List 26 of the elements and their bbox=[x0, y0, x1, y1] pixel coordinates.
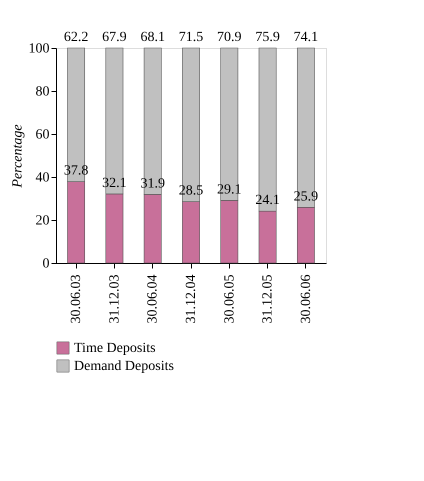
data-label: 71.5 bbox=[178, 30, 204, 45]
legend-label: Demand Deposits bbox=[74, 359, 174, 374]
data-label: 31.9 bbox=[140, 176, 165, 192]
x-tick-label: 31.12.03 bbox=[107, 274, 122, 324]
data-label: 74.1 bbox=[294, 30, 318, 45]
y-tick-label: 40 bbox=[36, 170, 50, 186]
y-tick-label: 100 bbox=[28, 42, 50, 56]
y-axis-title: Percentage bbox=[10, 124, 26, 189]
x-tick-label: 30.06.03 bbox=[69, 274, 84, 324]
x-tick-label: 30.06.05 bbox=[222, 274, 238, 324]
legend-label: Time Deposits bbox=[74, 341, 156, 356]
data-label: 75.9 bbox=[255, 30, 280, 45]
data-label: 68.1 bbox=[140, 30, 165, 45]
y-tick-label: 60 bbox=[36, 128, 50, 142]
data-label: 62.2 bbox=[64, 30, 88, 45]
data-label: 29.1 bbox=[217, 182, 242, 198]
y-tick-label: 20 bbox=[36, 214, 50, 228]
data-label: 67.9 bbox=[102, 30, 127, 45]
data-label: 28.5 bbox=[178, 184, 204, 199]
data-label: 70.9 bbox=[217, 30, 242, 45]
x-tick-label: 31.12.05 bbox=[260, 274, 276, 324]
y-tick-label: 80 bbox=[36, 84, 50, 100]
x-tick-label: 30.06.06 bbox=[298, 274, 314, 324]
y-tick-label: 0 bbox=[42, 256, 50, 272]
x-tick-label: 30.06.04 bbox=[146, 274, 161, 324]
x-tick-label: 31.12.04 bbox=[184, 274, 199, 324]
